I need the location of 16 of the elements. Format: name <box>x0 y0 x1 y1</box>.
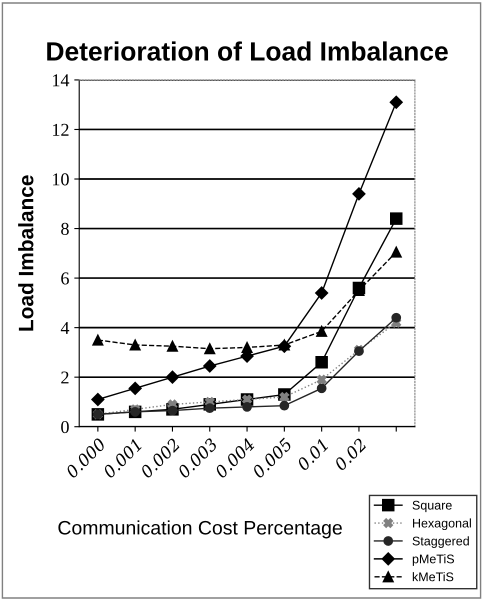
legend-label: kMeTiS <box>412 572 454 582</box>
legend-label: pMeTiS <box>412 554 454 566</box>
y-axis-title: Load Imbalance <box>18 175 34 331</box>
y-tick-label: 8 <box>61 222 69 235</box>
y-tick-label: 12 <box>53 124 68 136</box>
y-tick-label: 14 <box>53 74 70 86</box>
legend-label: Square <box>412 500 452 512</box>
y-tick-label: 4 <box>60 322 70 334</box>
y-tick-label: 2 <box>61 371 68 384</box>
chart-title: Deterioration of Load Imbalance <box>47 41 448 61</box>
y-tick-label: 10 <box>53 173 69 186</box>
y-tick-label: 6 <box>61 272 69 285</box>
legend-label: Hexagonal <box>413 518 471 530</box>
x-axis-title: Communication Cost Percentage <box>58 520 342 538</box>
y-tick-label: 0 <box>61 420 69 434</box>
legend-label: Staggered <box>412 536 469 548</box>
